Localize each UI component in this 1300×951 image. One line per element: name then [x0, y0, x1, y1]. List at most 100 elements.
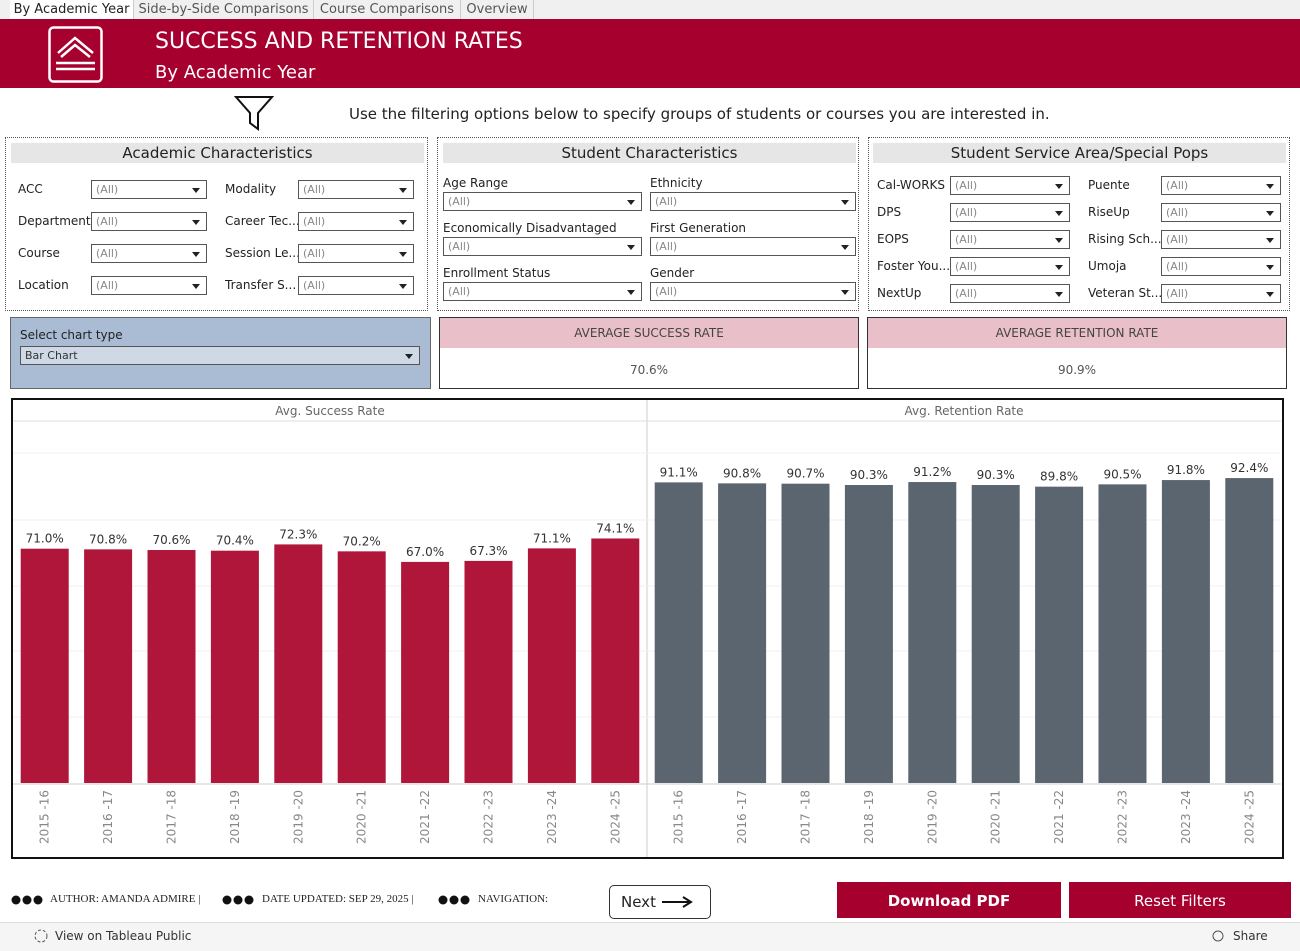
footer-dot [438, 895, 448, 905]
tab[interactable]: Overview [461, 0, 534, 19]
bar [274, 544, 323, 783]
filter-label: Age Range [443, 176, 509, 190]
filter-dropdown[interactable]: (All) [650, 237, 856, 256]
bar [1161, 480, 1210, 783]
x-tick-label: 2016 -17 [735, 790, 749, 844]
kpi-value: 90.9% [1057, 363, 1097, 377]
filter-dropdown[interactable]: (All) [950, 176, 1070, 195]
filter-dropdown[interactable]: (All) [1161, 284, 1281, 303]
chart-frame [11, 398, 1284, 859]
bar [781, 483, 830, 783]
filter-dropdown[interactable]: (All) [443, 237, 642, 256]
filter-dropdown[interactable]: (All) [950, 257, 1070, 276]
value-label: 71.0% [26, 532, 64, 546]
bar [908, 482, 957, 783]
x-tick-label: 2019 -20 [925, 790, 939, 844]
filter-label: Cal-WORKS [877, 178, 946, 192]
subtitle: By Academic Year [155, 62, 316, 83]
panel-header: Avg. Retention Rate [904, 404, 1023, 418]
value-label: 92.4% [1230, 461, 1268, 475]
x-tick-label: 2024 -25 [608, 790, 622, 844]
filter-panel [868, 137, 1290, 311]
header-band [0, 19, 1300, 88]
view-on-tableau-link[interactable]: View on Tableau Public [55, 929, 192, 943]
filter-label: Umoja [1088, 259, 1127, 273]
footer-dot [222, 895, 232, 905]
filter-label: Course [18, 246, 60, 260]
filter-panel [437, 137, 859, 311]
value-label: 67.3% [469, 544, 507, 558]
value-label: 67.0% [406, 545, 444, 559]
filter-dropdown[interactable]: (All) [1161, 257, 1281, 276]
panel-header: Avg. Success Rate [275, 404, 385, 418]
filter-dropdown[interactable]: (All) [91, 180, 207, 199]
bottom-toolbar [0, 922, 1300, 951]
x-tick-label: 2022 -23 [1116, 790, 1130, 844]
filter-dropdown[interactable]: (All) [443, 282, 642, 301]
tab[interactable]: Side-by-Side Comparisons [134, 0, 314, 19]
filter-label: Veteran St... [1088, 286, 1163, 300]
x-tick-label: 2018 -19 [228, 790, 242, 844]
filter-label: Foster You... [877, 259, 951, 273]
filter-dropdown[interactable]: (All) [950, 203, 1070, 222]
download-pdf-button[interactable]: Download PDF [837, 882, 1061, 918]
x-tick-label: 2015 -16 [672, 790, 686, 844]
x-tick-label: 2022 -23 [482, 790, 496, 844]
x-tick-label: 2023 -24 [545, 790, 559, 844]
footer-dot [233, 895, 243, 905]
value-label: 90.8% [723, 466, 761, 480]
chart-selector-dropdown[interactable]: Bar Chart [20, 346, 420, 365]
footer-navigation: NAVIGATION: [478, 893, 549, 905]
bar [464, 560, 513, 783]
bar [527, 548, 576, 783]
footer-dot [460, 895, 470, 905]
filter-label: Enrollment Status [443, 266, 551, 280]
footer-date: DATE UPDATED: SEP 29, 2025 | [262, 893, 414, 905]
filter-dropdown[interactable]: (All) [298, 212, 414, 231]
filter-dropdown[interactable]: (All) [91, 244, 207, 263]
filter-label: DPS [877, 205, 902, 219]
instructions: Use the filtering options below to speci… [349, 105, 1050, 123]
filter-dropdown[interactable]: (All) [91, 212, 207, 231]
value-label: 70.2% [343, 534, 381, 548]
filter-dropdown[interactable]: (All) [1161, 230, 1281, 249]
footer-dot [22, 895, 32, 905]
filter-label: Gender [650, 266, 695, 280]
filter-label: ACC [18, 182, 43, 196]
filter-label: First Generation [650, 221, 747, 235]
kpi-box [439, 317, 859, 389]
tab[interactable]: Course Comparisons [314, 0, 461, 19]
value-label: 91.2% [913, 465, 951, 479]
bar [1098, 484, 1147, 783]
value-label: 90.3% [977, 468, 1015, 482]
kpi-label: AVERAGE SUCCESS RATE [440, 318, 858, 348]
filter-dropdown[interactable]: (All) [298, 180, 414, 199]
value-label: 89.8% [1040, 470, 1078, 484]
share-button[interactable]: Share [1233, 929, 1268, 943]
x-tick-label: 2019 -20 [291, 790, 305, 844]
bar [844, 485, 893, 783]
footer-dot [449, 895, 459, 905]
next-button[interactable]: Next [609, 885, 711, 919]
filter-dropdown[interactable]: (All) [650, 192, 856, 211]
filter-dropdown[interactable]: (All) [91, 276, 207, 295]
tab[interactable]: By Academic Year [10, 0, 134, 19]
x-tick-label: 2024 -25 [1242, 790, 1256, 844]
filter-icon [234, 96, 274, 131]
bar [401, 561, 450, 783]
x-tick-label: 2020 -21 [355, 790, 369, 844]
filter-dropdown[interactable]: (All) [443, 192, 642, 211]
filter-dropdown[interactable]: (All) [950, 284, 1070, 303]
x-tick-label: 2021 -22 [1052, 790, 1066, 844]
filter-label: Modality [225, 182, 277, 196]
filter-dropdown[interactable]: (All) [298, 276, 414, 295]
kpi-box [867, 317, 1287, 389]
filter-dropdown[interactable]: (All) [298, 244, 414, 263]
filter-dropdown[interactable]: (All) [950, 230, 1070, 249]
filter-dropdown[interactable]: (All) [1161, 203, 1281, 222]
filter-dropdown[interactable]: (All) [1161, 176, 1281, 195]
value-label: 90.3% [850, 468, 888, 482]
reset-filters-button[interactable]: Reset Filters [1069, 882, 1291, 918]
filter-dropdown[interactable]: (All) [650, 282, 856, 301]
